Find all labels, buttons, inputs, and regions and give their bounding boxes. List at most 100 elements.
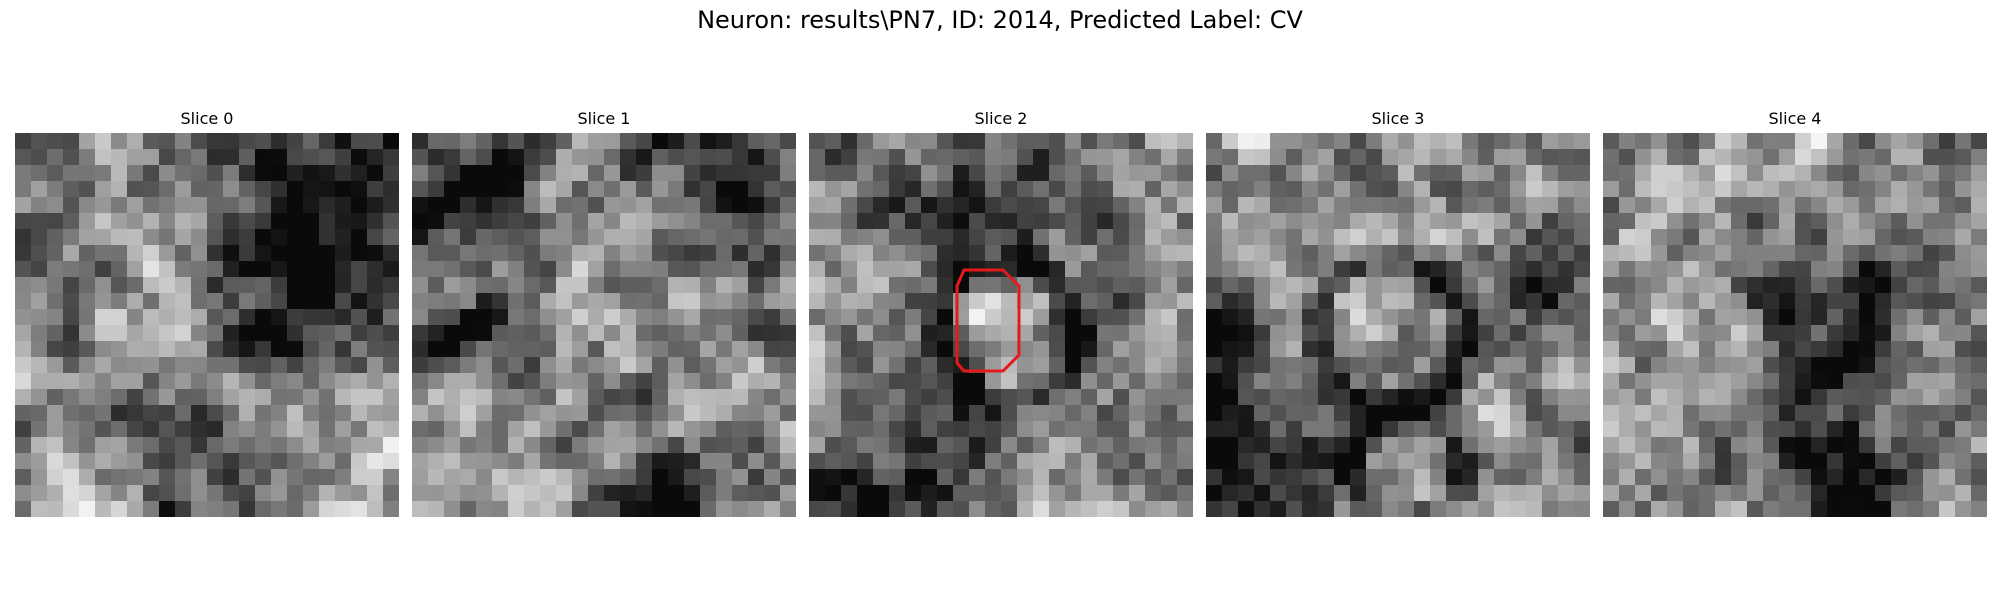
pixel-cell: [1603, 229, 1620, 246]
pixel-cell: [524, 293, 541, 310]
pixel-cell: [476, 421, 493, 438]
pixel-cell: [1843, 357, 1860, 374]
pixel-cell: [1574, 277, 1590, 294]
pixel-cell: [1001, 469, 1018, 486]
pixel-cell: [588, 453, 605, 470]
pixel-cell: [1574, 421, 1590, 438]
pixel-cell: [1510, 389, 1527, 406]
pixel-cell: [271, 421, 288, 438]
pixel-cell: [1939, 133, 1956, 150]
pixel-cell: [335, 293, 352, 310]
pixel-cell: [1254, 245, 1271, 262]
pixel-cell: [1891, 357, 1908, 374]
pixel-cell: [159, 405, 176, 422]
pixel-cell: [47, 133, 64, 150]
pixel-cell: [921, 501, 938, 517]
pixel-cell: [1065, 421, 1082, 438]
pixel-cell: [1603, 245, 1620, 262]
pixel-cell: [1001, 325, 1018, 342]
pixel-cell: [1494, 309, 1511, 326]
pixel-cell: [1206, 181, 1223, 198]
pixel-cell: [1001, 485, 1018, 502]
pixel-cell: [1955, 149, 1972, 166]
pixel-cell: [700, 357, 717, 374]
pixel-cell: [1955, 469, 1972, 486]
pixel-cell: [79, 309, 96, 326]
pixel-cell: [1446, 181, 1463, 198]
pixel-cell: [1651, 485, 1668, 502]
pixel-cell: [492, 309, 509, 326]
pixel-cell: [937, 373, 954, 390]
pixel-cell: [1923, 405, 1940, 422]
pixel-cell: [191, 245, 208, 262]
pixel-cell: [1923, 149, 1940, 166]
pixel-cell: [684, 197, 701, 214]
pixel-cell: [271, 373, 288, 390]
pixel-cell: [1779, 373, 1796, 390]
pixel-cell: [524, 181, 541, 198]
pixel-cell: [428, 245, 445, 262]
pixel-cell: [1430, 357, 1447, 374]
pixel-cell: [1683, 437, 1700, 454]
pixel-cell: [1177, 277, 1193, 294]
pixel-cell: [1129, 245, 1146, 262]
pixel-cell: [412, 181, 429, 198]
pixel-cell: [1238, 165, 1255, 182]
pixel-cell: [1081, 469, 1098, 486]
pixel-cell: [255, 341, 272, 358]
pixel-cell: [287, 469, 304, 486]
pixel-cell: [1939, 341, 1956, 358]
pixel-cell: [1254, 309, 1271, 326]
pixel-cell: [1875, 485, 1892, 502]
pixel-cell: [1651, 357, 1668, 374]
pixel-cell: [572, 389, 589, 406]
pixel-cell: [716, 149, 733, 166]
slice-panel-2: Slice 2: [809, 109, 1193, 517]
pixel-cell: [985, 389, 1002, 406]
pixel-cell: [1715, 373, 1732, 390]
pixel-cell: [1145, 229, 1162, 246]
pixel-cell: [1603, 469, 1620, 486]
pixel-cell: [1145, 149, 1162, 166]
pixel-cell: [255, 373, 272, 390]
pixel-cell: [492, 293, 509, 310]
pixel-cell: [1747, 229, 1764, 246]
pixel-cell: [15, 309, 32, 326]
pixel-cell: [111, 197, 128, 214]
pixel-cell: [492, 277, 509, 294]
pixel-cell: [1603, 213, 1620, 230]
pixel-cell: [1254, 229, 1271, 246]
pixel-cell: [1955, 405, 1972, 422]
pixel-cell: [1510, 405, 1527, 422]
pixel-cell: [1542, 261, 1559, 278]
pixel-cell: [303, 261, 320, 278]
pixel-cell: [460, 277, 477, 294]
pixel-cell: [1683, 485, 1700, 502]
pixel-cell: [1065, 229, 1082, 246]
pixel-cell: [159, 421, 176, 438]
pixel-cell: [1462, 213, 1479, 230]
pixel-cell: [95, 181, 112, 198]
pixel-cell: [31, 149, 48, 166]
pixel-cell: [1177, 309, 1193, 326]
pixel-cell: [428, 373, 445, 390]
pixel-cell: [937, 293, 954, 310]
pixel-cell: [1446, 165, 1463, 182]
pixel-cell: [1699, 325, 1716, 342]
pixel-cell: [1891, 373, 1908, 390]
pixel-cell: [889, 149, 906, 166]
pixel-cell: [1763, 293, 1780, 310]
pixel-cell: [1683, 261, 1700, 278]
pixel-cell: [1558, 373, 1575, 390]
pixel-cell: [1795, 149, 1812, 166]
pixel-cell: [700, 181, 717, 198]
pixel-cell: [1081, 501, 1098, 517]
pixel-cell: [889, 213, 906, 230]
pixel-cell: [95, 149, 112, 166]
pixel-cell: [809, 501, 826, 517]
pixel-cell: [412, 261, 429, 278]
pixel-cell: [1811, 165, 1828, 182]
pixel-cell: [1494, 197, 1511, 214]
pixel-cell: [367, 165, 384, 182]
pixel-cell: [1603, 373, 1620, 390]
